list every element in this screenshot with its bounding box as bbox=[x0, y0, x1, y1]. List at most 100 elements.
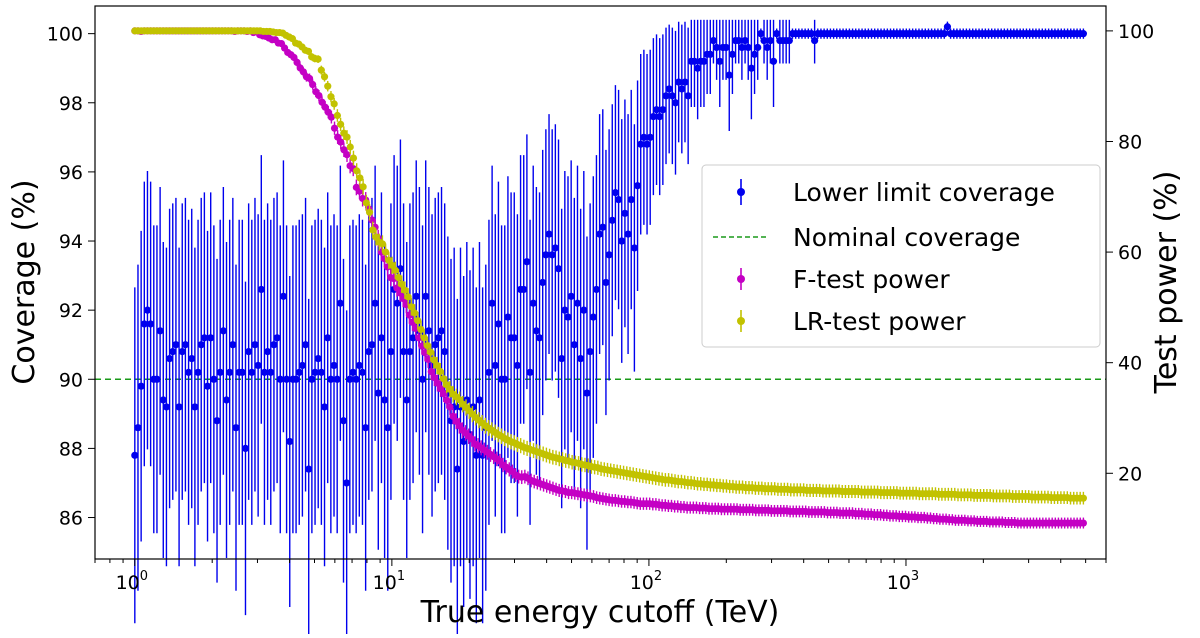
legend-box bbox=[701, 164, 1101, 348]
lower-limit-coverage-point bbox=[251, 341, 259, 349]
lower-limit-coverage-point bbox=[580, 306, 588, 314]
lr-test-power-point bbox=[324, 82, 332, 90]
legend-marker-coverage bbox=[737, 188, 745, 196]
lower-limit-coverage-point bbox=[134, 424, 142, 432]
lower-limit-coverage-point bbox=[589, 313, 597, 321]
lower-limit-coverage-point bbox=[295, 368, 303, 376]
lower-limit-coverage-point bbox=[539, 278, 547, 287]
lower-limit-coverage-point bbox=[346, 375, 354, 383]
lower-limit-coverage-point bbox=[738, 43, 746, 52]
lower-limit-coverage-point bbox=[526, 368, 534, 376]
lower-limit-coverage-point bbox=[709, 36, 718, 45]
lower-limit-coverage-point bbox=[716, 57, 724, 65]
lower-limit-coverage-point bbox=[330, 361, 338, 370]
lower-limit-coverage-point bbox=[586, 348, 594, 356]
lower-limit-coverage-point bbox=[564, 313, 572, 321]
lower-limit-coverage-point bbox=[140, 320, 148, 328]
y-tick-label: 88 bbox=[59, 438, 83, 460]
lower-limit-coverage-point bbox=[412, 292, 420, 300]
lower-limit-coverage-point bbox=[301, 341, 310, 349]
lower-limit-coverage-point bbox=[678, 85, 686, 93]
lower-limit-coverage-point bbox=[475, 396, 484, 404]
lower-limit-coverage-point bbox=[523, 258, 531, 266]
lower-limit-coverage-point bbox=[362, 424, 370, 432]
lower-limit-coverage-point bbox=[491, 361, 499, 370]
y-tick-label: 98 bbox=[59, 93, 83, 115]
lower-limit-coverage-point bbox=[216, 368, 224, 376]
lower-limit-coverage-point bbox=[245, 348, 253, 356]
lower-limit-coverage-point bbox=[690, 57, 699, 65]
lr-test-power-point bbox=[430, 356, 438, 364]
lower-limit-coverage-point bbox=[649, 113, 657, 121]
y-tick-label: 94 bbox=[59, 231, 83, 253]
lr-test-power-point bbox=[410, 309, 419, 317]
f-test-power-point bbox=[440, 390, 448, 398]
lower-limit-coverage-point bbox=[535, 334, 544, 342]
lower-limit-coverage-point bbox=[371, 299, 379, 307]
lower-limit-coverage-point bbox=[188, 354, 196, 363]
lower-limit-coverage-point bbox=[943, 23, 952, 31]
lr-test-power-point bbox=[420, 334, 428, 342]
lower-limit-coverage-point bbox=[596, 230, 604, 238]
legend-marker-lrtest bbox=[737, 317, 745, 325]
lr-test-power-point bbox=[304, 47, 313, 55]
lower-limit-coverage-point bbox=[577, 354, 585, 363]
lower-limit-coverage-point bbox=[735, 36, 743, 45]
lower-limit-coverage-point bbox=[257, 285, 265, 294]
lower-limit-coverage-point bbox=[513, 361, 522, 370]
f-test-power-series bbox=[131, 27, 1087, 529]
lower-limit-coverage-point bbox=[381, 396, 389, 404]
lower-limit-coverage-point bbox=[744, 43, 752, 52]
y2-tick-label: 80 bbox=[1118, 131, 1142, 153]
lr-test-power-point bbox=[353, 167, 361, 175]
lower-limit-coverage-point bbox=[434, 334, 442, 342]
lower-limit-coverage-point bbox=[621, 209, 629, 217]
y2-tick-label: 100 bbox=[1118, 21, 1154, 43]
lower-limit-coverage-point bbox=[722, 43, 730, 52]
lower-limit-coverage-point bbox=[409, 334, 417, 342]
y-axis-left: 86 88 90 92 94 96 98 100 bbox=[47, 24, 95, 530]
lr-test-power-point bbox=[369, 226, 377, 234]
lower-limit-coverage-point bbox=[725, 71, 733, 79]
lower-limit-coverage-point bbox=[200, 334, 208, 342]
lower-limit-coverage-point bbox=[630, 244, 638, 252]
f-test-power-point bbox=[330, 124, 339, 132]
lower-limit-coverage-point bbox=[365, 348, 373, 356]
lower-limit-coverage-point bbox=[681, 78, 689, 86]
legend-label-ftest: F-test power bbox=[793, 265, 950, 294]
f-test-power-point bbox=[433, 379, 442, 387]
lower-limit-coverage-point bbox=[659, 106, 667, 114]
lower-limit-coverage-point bbox=[175, 403, 183, 411]
lr-test-power-point bbox=[417, 325, 425, 334]
lr-test-power-point bbox=[433, 361, 441, 370]
lower-limit-coverage-point bbox=[406, 348, 414, 356]
lower-limit-coverage-point bbox=[153, 375, 161, 383]
lower-limit-coverage-point bbox=[504, 313, 512, 321]
lower-limit-coverage-point bbox=[226, 368, 234, 376]
lower-limit-coverage-point bbox=[165, 354, 174, 363]
lower-limit-coverage-point bbox=[652, 106, 661, 114]
legend-label-coverage: Lower limit coverage bbox=[793, 178, 1055, 207]
lr-test-power-point bbox=[378, 240, 387, 248]
lower-limit-coverage-point bbox=[162, 403, 171, 411]
lower-limit-coverage-point bbox=[472, 451, 480, 459]
lower-limit-coverage-point bbox=[671, 99, 680, 107]
lower-limit-coverage-point bbox=[542, 251, 550, 259]
lr-test-power-point bbox=[349, 154, 358, 162]
lr-test-power-point bbox=[414, 317, 422, 325]
lower-limit-coverage-point bbox=[156, 327, 164, 335]
chart-marks bbox=[95, 19, 1106, 638]
lower-limit-coverage-point bbox=[662, 92, 670, 100]
lower-limit-coverage-point bbox=[614, 195, 623, 204]
lower-limit-coverage-point bbox=[570, 341, 578, 349]
lower-limit-coverage-point bbox=[646, 133, 654, 141]
lower-limit-coverage-point bbox=[317, 368, 325, 376]
legend-label-lrtest: LR-test power bbox=[793, 307, 966, 336]
lower-limit-coverage-point bbox=[485, 368, 493, 376]
lower-limit-coverage-point bbox=[510, 334, 518, 342]
lower-limit-coverage-point bbox=[248, 368, 256, 376]
f-test-power-point bbox=[343, 151, 351, 159]
lower-limit-coverage-point bbox=[488, 299, 496, 307]
lr-test-power-point bbox=[439, 375, 448, 383]
